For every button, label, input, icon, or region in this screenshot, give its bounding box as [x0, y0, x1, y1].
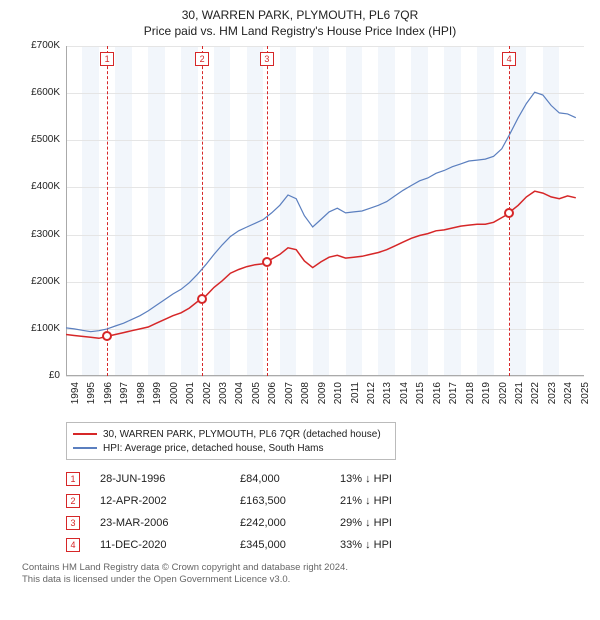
legend-swatch — [73, 433, 97, 435]
y-axis-label: £600K — [18, 87, 60, 98]
sale-diff: 33% ↓ HPI — [340, 539, 430, 551]
sale-marker-badge: 2 — [195, 52, 209, 66]
sale-date: 12-APR-2002 — [100, 495, 240, 507]
sale-row-marker: 4 — [66, 538, 80, 552]
chart-subtitle: Price paid vs. HM Land Registry's House … — [10, 24, 590, 38]
sale-marker-dot — [262, 257, 272, 267]
x-axis-label: 2025 — [580, 382, 591, 412]
x-axis-label: 2017 — [448, 382, 459, 412]
x-axis-label: 1998 — [136, 382, 147, 412]
legend-swatch — [73, 447, 97, 449]
legend-item: 30, WARREN PARK, PLYMOUTH, PL6 7QR (deta… — [73, 427, 389, 441]
x-axis-label: 2011 — [350, 382, 361, 412]
x-axis-label: 2018 — [465, 382, 476, 412]
sale-row-marker: 2 — [66, 494, 80, 508]
y-axis-label: £300K — [18, 229, 60, 240]
sale-price: £163,500 — [240, 495, 340, 507]
sale-diff: 29% ↓ HPI — [340, 517, 430, 529]
footnote-line: This data is licensed under the Open Gov… — [22, 574, 590, 586]
sale-marker-dot — [102, 331, 112, 341]
x-axis-label: 2010 — [333, 382, 344, 412]
sale-diff: 21% ↓ HPI — [340, 495, 430, 507]
sale-marker-badge: 3 — [260, 52, 274, 66]
y-axis-label: £100K — [18, 323, 60, 334]
x-axis-label: 1996 — [103, 382, 114, 412]
x-axis-label: 2003 — [218, 382, 229, 412]
y-axis-label: £400K — [18, 181, 60, 192]
sale-row: 3 23-MAR-2006£242,00029% ↓ HPI — [66, 512, 590, 534]
sale-marker-dot — [504, 208, 514, 218]
x-axis-label: 2002 — [202, 382, 213, 412]
x-axis-label: 2009 — [317, 382, 328, 412]
chart-title: 30, WARREN PARK, PLYMOUTH, PL6 7QR — [10, 8, 590, 22]
legend-label: HPI: Average price, detached house, Sout… — [103, 443, 324, 454]
sale-marker-dot — [197, 294, 207, 304]
x-axis-label: 2020 — [498, 382, 509, 412]
legend-box: 30, WARREN PARK, PLYMOUTH, PL6 7QR (deta… — [66, 422, 396, 460]
sale-diff: 13% ↓ HPI — [340, 473, 430, 485]
sale-price: £242,000 — [240, 517, 340, 529]
footnote: Contains HM Land Registry data © Crown c… — [22, 562, 590, 587]
x-axis-label: 2023 — [547, 382, 558, 412]
legend-item: HPI: Average price, detached house, Sout… — [73, 441, 389, 455]
x-axis-label: 2006 — [267, 382, 278, 412]
sale-price: £84,000 — [240, 473, 340, 485]
sales-table: 1 28-JUN-1996£84,00013% ↓ HPI 2 12-APR-2002… — [66, 468, 590, 556]
series-property — [66, 191, 576, 338]
footnote-line: Contains HM Land Registry data © Crown c… — [22, 562, 590, 574]
sale-row: 1 28-JUN-1996£84,00013% ↓ HPI — [66, 468, 590, 490]
chart-area: £0£100K£200K£300K£400K£500K£600K£700K199… — [18, 46, 584, 416]
series-hpi — [66, 92, 576, 332]
x-axis-label: 2013 — [382, 382, 393, 412]
x-axis-label: 2015 — [415, 382, 426, 412]
sale-row-marker: 1 — [66, 472, 80, 486]
x-axis-label: 2001 — [185, 382, 196, 412]
sale-price: £345,000 — [240, 539, 340, 551]
sale-date: 11-DEC-2020 — [100, 539, 240, 551]
sale-row: 4 11-DEC-2020£345,00033% ↓ HPI — [66, 534, 590, 556]
x-axis-label: 1995 — [86, 382, 97, 412]
y-axis-label: £700K — [18, 40, 60, 51]
x-axis-label: 2024 — [563, 382, 574, 412]
x-axis-label: 2016 — [432, 382, 443, 412]
x-axis-label: 1994 — [70, 382, 81, 412]
x-axis-label: 2019 — [481, 382, 492, 412]
x-axis-label: 1999 — [152, 382, 163, 412]
x-axis-label: 2022 — [530, 382, 541, 412]
x-axis-label: 2012 — [366, 382, 377, 412]
x-axis-label: 2000 — [169, 382, 180, 412]
x-axis-label: 2007 — [284, 382, 295, 412]
sale-marker-badge: 4 — [502, 52, 516, 66]
y-axis-label: £500K — [18, 134, 60, 145]
x-axis-label: 2004 — [234, 382, 245, 412]
x-axis-label: 2014 — [399, 382, 410, 412]
sale-date: 23-MAR-2006 — [100, 517, 240, 529]
x-axis-label: 2005 — [251, 382, 262, 412]
sale-date: 28-JUN-1996 — [100, 473, 240, 485]
x-axis-label: 1997 — [119, 382, 130, 412]
y-axis-label: £200K — [18, 276, 60, 287]
x-axis-label: 2021 — [514, 382, 525, 412]
sale-row-marker: 3 — [66, 516, 80, 530]
y-axis-label: £0 — [18, 370, 60, 381]
sale-row: 2 12-APR-2002£163,50021% ↓ HPI — [66, 490, 590, 512]
x-axis-label: 2008 — [300, 382, 311, 412]
legend-label: 30, WARREN PARK, PLYMOUTH, PL6 7QR (deta… — [103, 429, 381, 440]
sale-marker-badge: 1 — [100, 52, 114, 66]
